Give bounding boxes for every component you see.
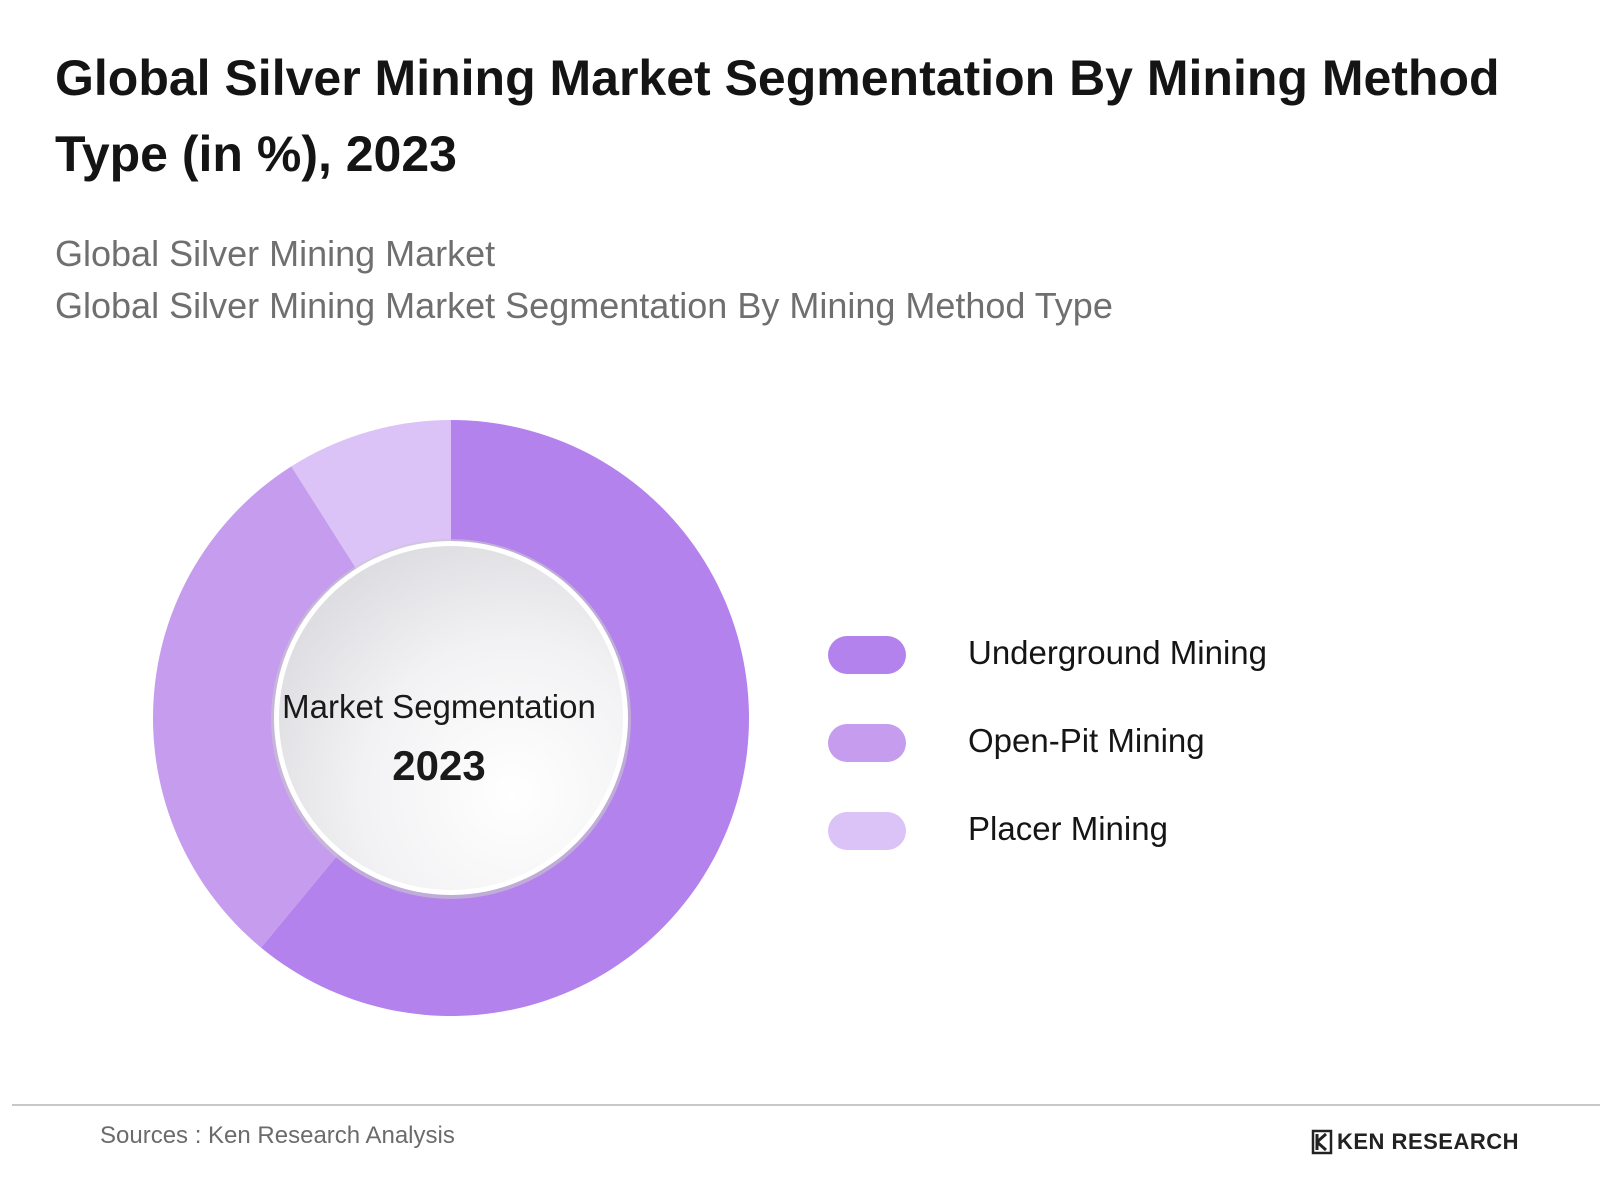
brand-logo: KEN RESEARCH: [1311, 1127, 1519, 1157]
footer-divider: [12, 1104, 1600, 1106]
chart-subtitle-market: Global Silver Mining Market: [55, 233, 496, 274]
legend-item-underground-mining: Underground Mining: [828, 632, 1428, 720]
legend-item-open-pit-mining: Open-Pit Mining: [828, 720, 1428, 808]
legend-swatch-underground: [828, 636, 906, 674]
donut-center-disc: [279, 546, 623, 890]
chart-subtitle-segmentation: Global Silver Mining Market Segmentation…: [55, 285, 1113, 326]
legend-label-placer: Placer Mining: [968, 810, 1168, 847]
legend-label-open-pit: Open-Pit Mining: [968, 722, 1205, 759]
chart-legend: Underground Mining Open-Pit Mining Place…: [828, 632, 1428, 896]
legend-label-underground: Underground Mining: [968, 634, 1268, 671]
center-year: 2023: [392, 742, 486, 789]
legend-swatch-placer: [828, 812, 906, 850]
brand-text: KEN RESEARCH: [1337, 1129, 1520, 1154]
ken-research-logo-icon: [1311, 1129, 1333, 1155]
sources-note: Sources : Ken Research Analysis: [100, 1122, 455, 1149]
chart-title: Global Silver Mining Market Segmentation…: [55, 50, 1500, 182]
legend-item-placer-mining: Placer Mining: [828, 808, 1428, 896]
legend-swatch-open-pit: [828, 724, 906, 762]
center-label: Market Segmentation: [282, 688, 596, 725]
